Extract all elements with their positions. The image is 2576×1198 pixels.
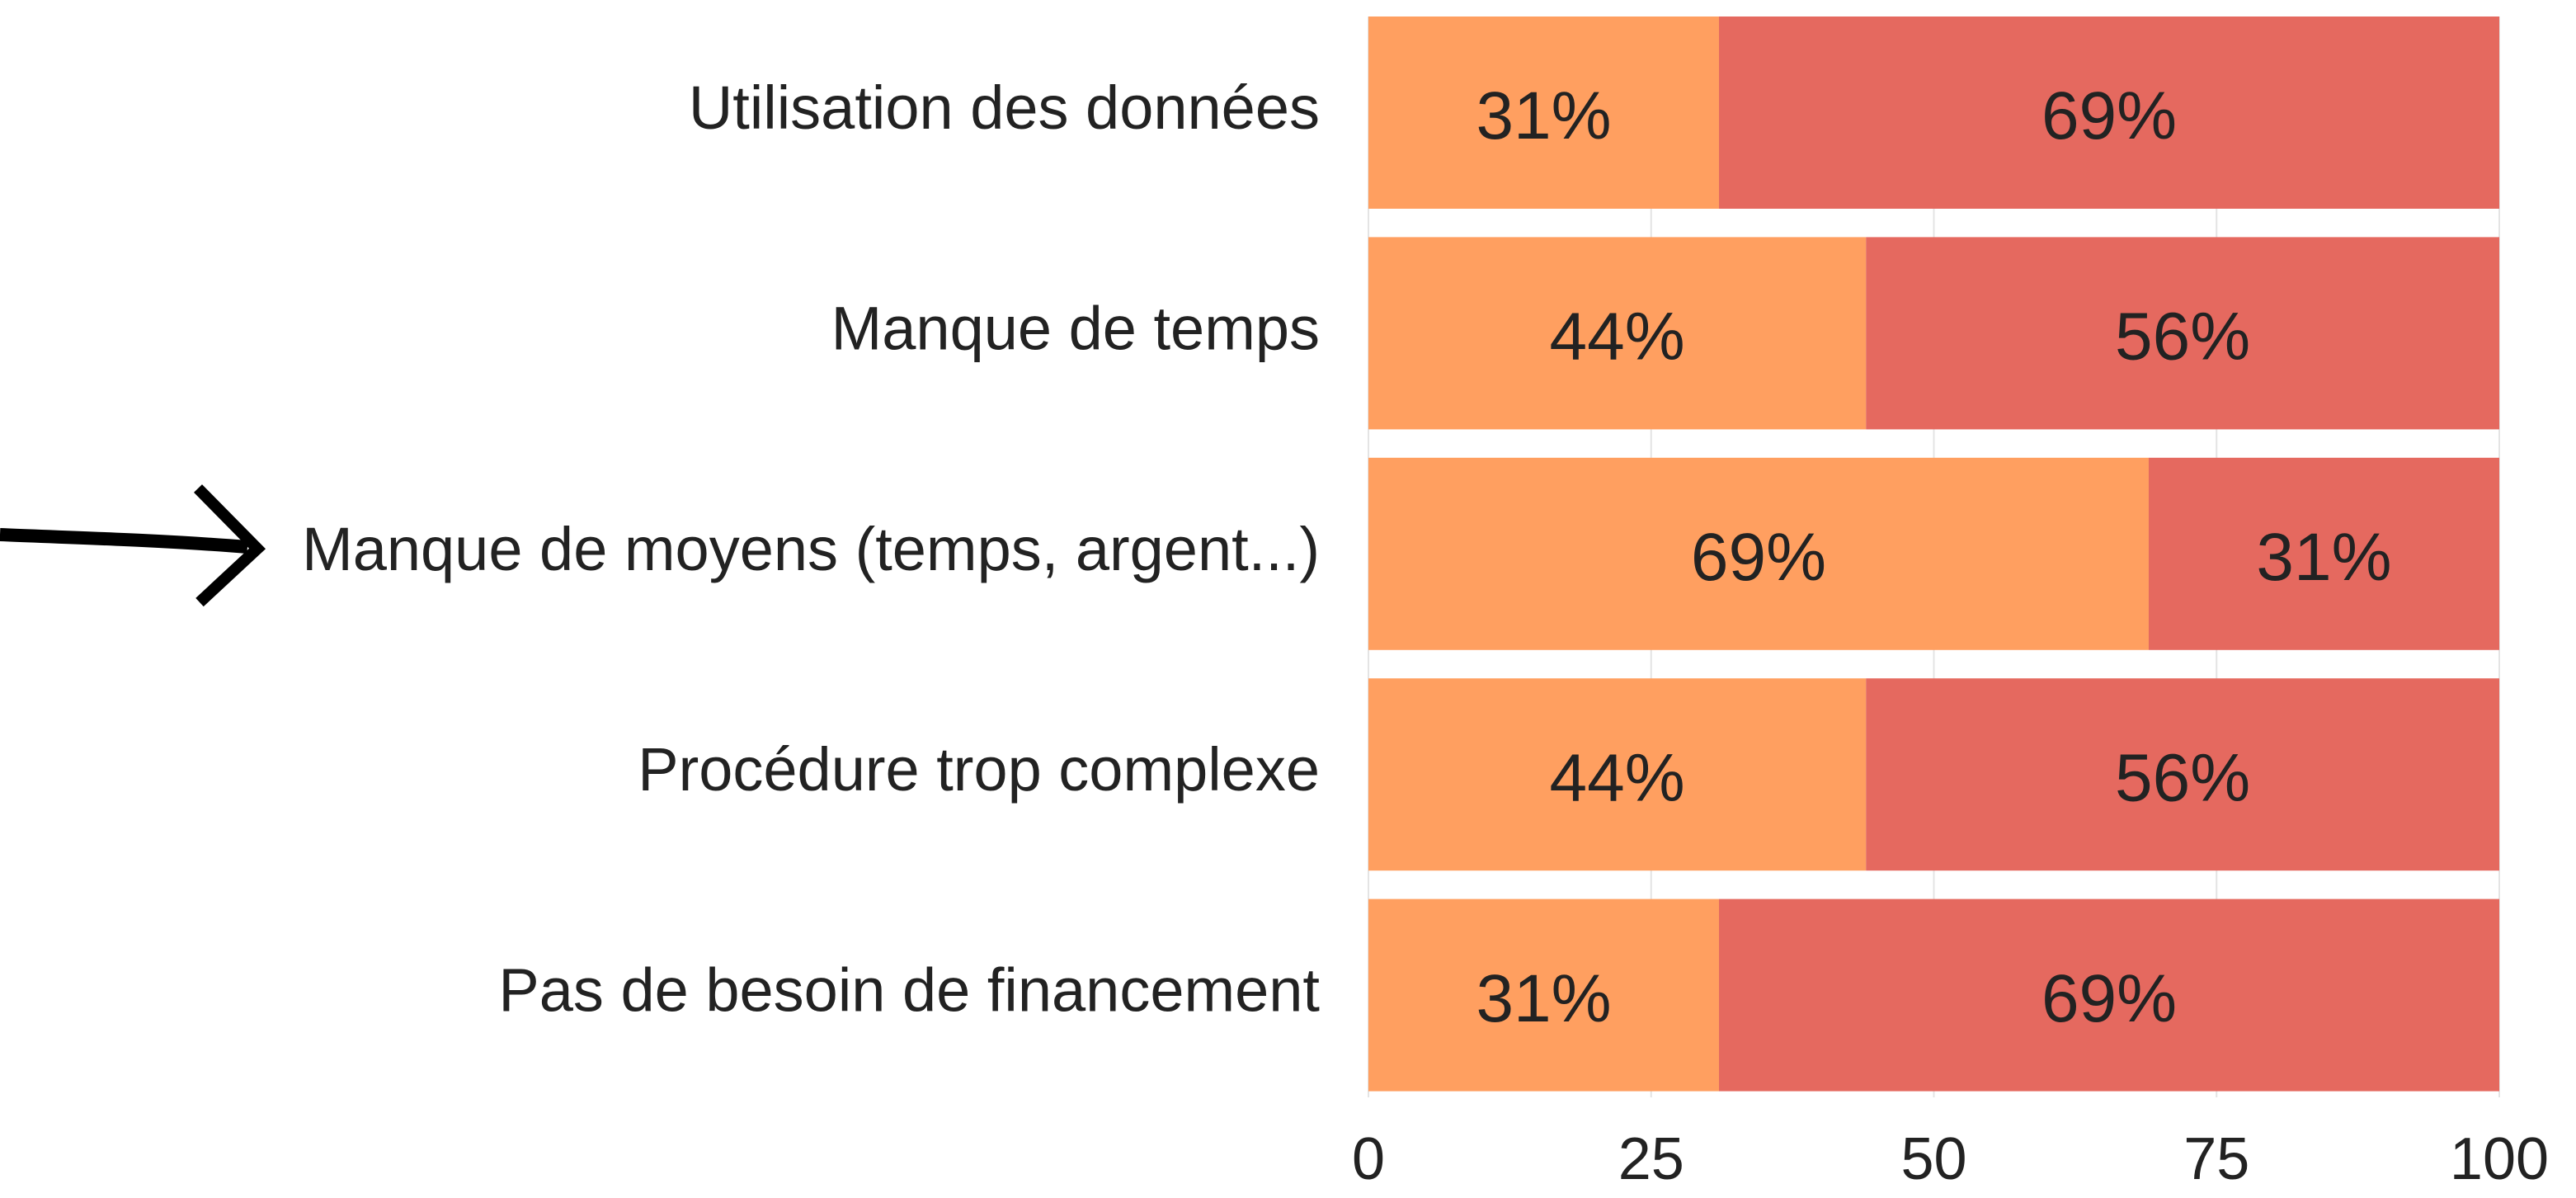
x-tick-label: 50 <box>1900 1126 1966 1192</box>
arrow <box>0 484 266 607</box>
value-label: 31% <box>1476 78 1611 153</box>
value-label: 69% <box>2041 78 2177 153</box>
category-label: Procédure trop complexe <box>638 735 1320 804</box>
bar-segment <box>1368 17 1720 209</box>
value-label: 31% <box>2256 520 2391 595</box>
bar-segment <box>1368 898 1720 1092</box>
bar-segment <box>1368 678 1867 871</box>
category-label: Pas de besoin de financement <box>498 956 1320 1025</box>
x-tick-label: 100 <box>2450 1126 2549 1192</box>
category-label: Manque de moyens (temps, argent...) <box>302 515 1320 583</box>
category-label: Utilisation des données <box>689 73 1320 142</box>
category-label: Manque de temps <box>831 294 1320 362</box>
bar-segment <box>2148 457 2499 650</box>
bar-segment <box>1368 457 2149 650</box>
value-label: 56% <box>2115 300 2250 375</box>
x-tick-label: 25 <box>1618 1126 1684 1192</box>
bar-segment <box>1719 898 2499 1092</box>
bar-segment <box>1866 237 2499 430</box>
value-label: 69% <box>1691 520 1826 595</box>
value-label: 56% <box>2115 740 2250 815</box>
value-label: 31% <box>1476 961 1611 1036</box>
value-label: 69% <box>2041 961 2177 1036</box>
bar-segment <box>1368 237 1867 430</box>
bar-segment <box>1866 678 2499 871</box>
x-tick-label: 75 <box>2183 1126 2249 1192</box>
value-label: 44% <box>1550 300 1685 375</box>
value-label: 44% <box>1550 740 1685 815</box>
x-tick-label: 0 <box>1352 1126 1385 1192</box>
bar-segment <box>1719 17 2499 209</box>
